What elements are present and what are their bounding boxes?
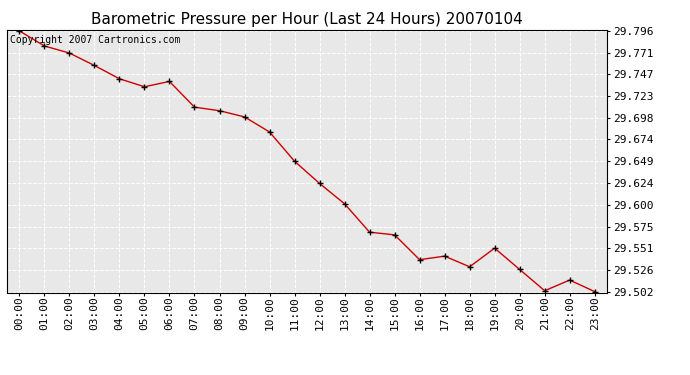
Title: Barometric Pressure per Hour (Last 24 Hours) 20070104: Barometric Pressure per Hour (Last 24 Ho…	[91, 12, 523, 27]
Text: Copyright 2007 Cartronics.com: Copyright 2007 Cartronics.com	[10, 35, 180, 45]
